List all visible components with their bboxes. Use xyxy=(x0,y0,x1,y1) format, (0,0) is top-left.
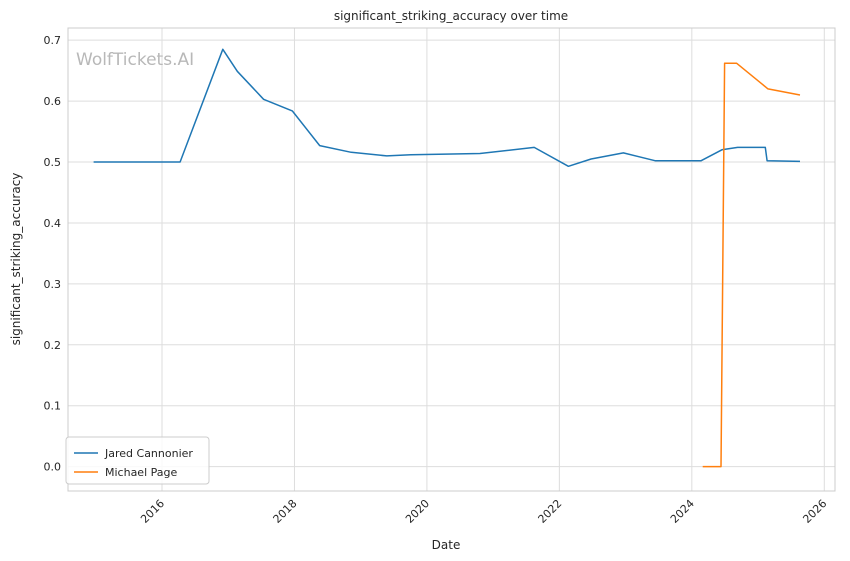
x-tick-label: 2024 xyxy=(668,497,697,526)
legend: Jared Cannonier Michael Page xyxy=(65,436,210,485)
x-tick-label: 2016 xyxy=(138,497,167,526)
y-tick-label: 0.7 xyxy=(44,34,62,47)
x-tick-label: 2020 xyxy=(403,497,432,526)
y-tick-label: 0.5 xyxy=(44,156,62,169)
x-axis-title: Date xyxy=(432,538,461,552)
y-tick-label: 0.6 xyxy=(44,95,62,108)
y-axis-ticks: 0.0 0.1 0.2 0.3 0.4 0.5 0.6 0.7 xyxy=(44,34,62,473)
x-axis-ticks: 2016 2018 2020 2022 2024 2026 xyxy=(138,497,829,526)
x-tick-label: 2026 xyxy=(800,497,829,526)
grid xyxy=(68,28,835,491)
plot-background xyxy=(68,28,835,491)
series-line-michael-page xyxy=(702,62,801,468)
legend-label-michael-page: Michael Page xyxy=(105,466,177,479)
series-lines xyxy=(93,48,801,468)
y-axis-title: significant_striking_accuracy xyxy=(9,173,23,346)
y-tick-label: 0.4 xyxy=(44,217,62,230)
legend-label-jared-cannonier: Jared Cannonier xyxy=(104,447,193,460)
y-tick-label: 0.1 xyxy=(44,400,62,413)
legend-box xyxy=(65,436,210,485)
x-tick-label: 2022 xyxy=(536,497,565,526)
chart-title: significant_striking_accuracy over time xyxy=(334,9,568,23)
series-line-jared-cannonier xyxy=(93,48,801,168)
y-tick-label: 0.3 xyxy=(44,278,62,291)
plot-frame xyxy=(67,27,836,492)
y-tick-label: 0.2 xyxy=(44,339,62,352)
y-tick-label: 0.0 xyxy=(44,461,62,474)
watermark-text: WolfTickets.AI xyxy=(76,50,194,70)
x-tick-label: 2018 xyxy=(271,497,300,526)
